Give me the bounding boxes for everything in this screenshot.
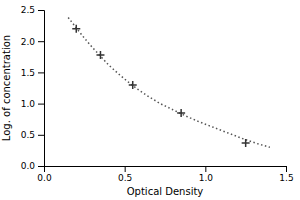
tick-label: 1.5	[279, 173, 293, 183]
tick-label: 0.5	[118, 173, 132, 183]
x-axis-title: Optical Density	[127, 186, 204, 197]
tick-label: 2.0	[21, 37, 36, 47]
tick-label: 2.5	[21, 5, 35, 15]
tick-mark	[38, 166, 44, 167]
point	[72, 25, 80, 33]
tick-label: 0.0	[37, 173, 52, 183]
tick: 0.0	[37, 166, 52, 183]
point	[177, 109, 185, 117]
tick: 1.0	[21, 99, 44, 109]
tick: 1.5	[21, 68, 44, 78]
tick-mark	[286, 166, 287, 172]
tick-mark	[38, 135, 44, 136]
plot: 0.0 0.5 1.0 1.5 0.0 0.5 1.0 1.5 2.0 2.5 Optical De…	[1, 5, 294, 197]
tick-label: 1.0	[21, 99, 36, 109]
point	[129, 81, 137, 89]
tick: 2.0	[21, 37, 44, 47]
chart: 0.0 0.5 1.0 1.5 0.0 0.5 1.0 1.5 2.0 2.5 Optical De…	[0, 0, 300, 200]
tick: 1.0	[199, 166, 214, 183]
tick: 2.5	[21, 5, 44, 15]
tick-label: 1.5	[21, 68, 35, 78]
tick-mark	[205, 166, 206, 172]
tick-label: 0.0	[21, 161, 36, 171]
tick-mark	[38, 41, 44, 42]
point	[96, 51, 104, 59]
tick-label: 0.5	[21, 130, 35, 140]
tick-mark	[38, 104, 44, 105]
y-axis-title: Log. of concentration	[1, 35, 12, 141]
tick: 0.0	[21, 161, 44, 171]
axis-line	[38, 11, 45, 167]
tick-mark	[125, 166, 126, 172]
axis-line	[45, 167, 287, 173]
tick-label: 1.0	[199, 173, 214, 183]
marks	[68, 17, 270, 147]
tick: 1.5	[279, 166, 293, 183]
tick: 0.5	[21, 130, 44, 140]
point	[242, 139, 250, 147]
tick-mark	[38, 10, 44, 11]
curve	[68, 17, 270, 147]
tick-mark	[38, 72, 44, 73]
y-axis: 0.0 0.5 1.0 1.5 2.0 2.5	[21, 5, 45, 171]
x-axis: 0.0 0.5 1.0 1.5	[37, 166, 293, 183]
tick: 0.5	[118, 166, 132, 183]
